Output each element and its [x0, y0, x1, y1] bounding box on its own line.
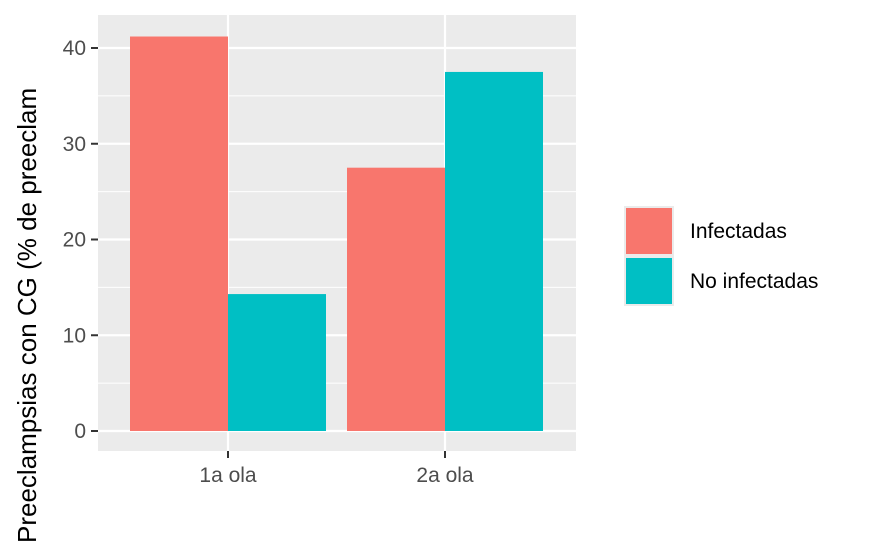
y-tick-label: 30 — [63, 133, 86, 156]
x-axis: 1a ola 2a ola — [199, 451, 474, 487]
legend-label: Infectadas — [690, 220, 787, 243]
bar — [347, 167, 445, 431]
y-tick-label: 10 — [63, 324, 86, 347]
legend: Infectadas No infectadas — [624, 206, 818, 306]
y-tick-label: 20 — [63, 229, 86, 252]
y-tick-label: 0 — [74, 420, 86, 443]
x-tick-label: 1a ola — [199, 464, 257, 487]
x-tick-label: 2a ola — [416, 464, 474, 487]
bar — [228, 294, 326, 431]
bar — [130, 36, 228, 431]
y-axis-title: Preeclampsias con CG (% de preeclam — [12, 88, 42, 543]
legend-label: No infectadas — [690, 270, 818, 293]
legend-swatch — [626, 208, 672, 254]
y-axis: 0 10 20 30 40 — [63, 37, 98, 443]
legend-swatch — [626, 258, 672, 304]
bar — [445, 71, 543, 431]
y-tick-label: 40 — [63, 37, 86, 60]
bars — [130, 36, 543, 431]
